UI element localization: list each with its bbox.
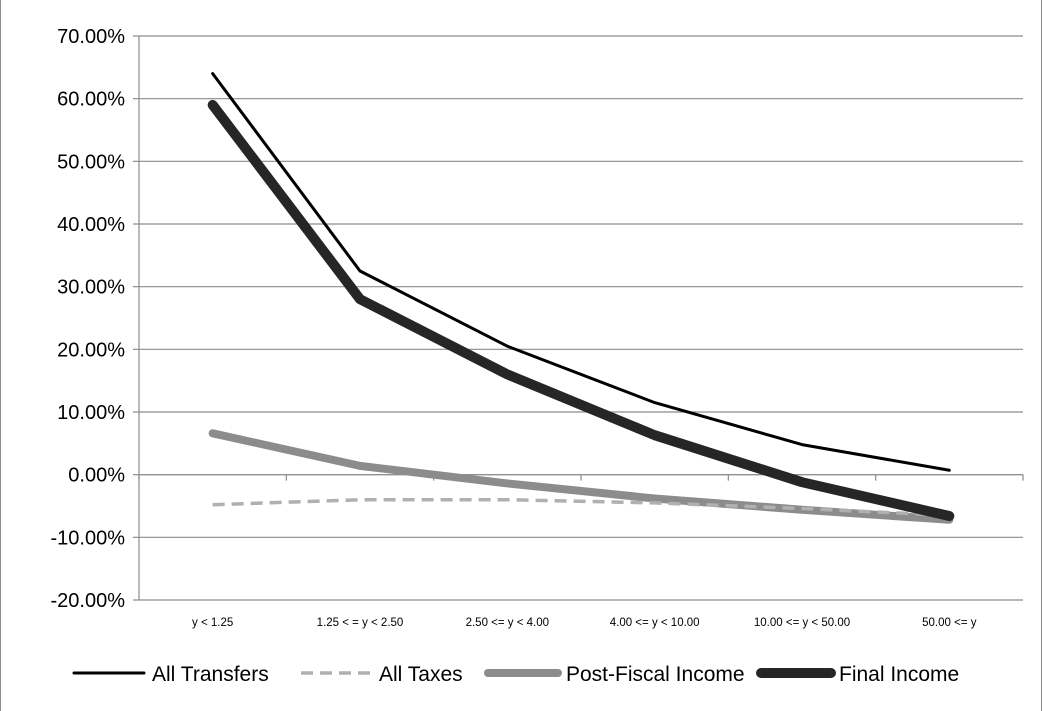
legend-label: Post-Fiscal Income	[566, 663, 745, 686]
legend: All Transfers All Taxes Post-Fiscal Income…	[72, 663, 959, 686]
series-lines	[207, 72, 955, 524]
y-tick-label: -20.00%	[51, 590, 126, 612]
x-tick-label: y < 1.25	[192, 617, 233, 629]
y-tick-label: 40.00%	[57, 214, 125, 236]
x-tick-label: 10.00 <= y < 50.00	[754, 617, 850, 629]
axes	[133, 35, 1024, 601]
x-tick-labels: y < 1.25 1.25 < = y < 2.50 2.50 <= y < 4.0…	[192, 617, 977, 629]
x-tick-label: 4.00 <= y < 10.00	[610, 617, 700, 629]
y-tick-label: 10.00%	[57, 402, 125, 424]
y-tick-label: 20.00%	[57, 339, 125, 361]
series-line-post-fiscal-income	[208, 429, 954, 524]
y-tick-label: 60.00%	[57, 89, 125, 111]
y-tick-label: 50.00%	[57, 151, 125, 173]
series-line-final-income	[207, 99, 955, 522]
series-line-all-transfers	[211, 72, 951, 472]
x-tick-label: 1.25 < = y < 2.50	[317, 617, 404, 629]
legend-label: All Taxes	[379, 663, 463, 686]
x-tick-label: 50.00 <= y	[922, 617, 977, 629]
y-tick-label: 30.00%	[57, 277, 125, 299]
legend-label: All Transfers	[152, 663, 269, 686]
y-tick-labels: -20.00% -10.00% 0.00% 10.00% 20.00% 30.00% 40.…	[51, 26, 126, 612]
x-tick-label: 2.50 <= y < 4.00	[466, 617, 549, 629]
y-tick-label: 70.00%	[57, 26, 125, 48]
legend-label: Final Income	[839, 663, 959, 686]
y-tick-label: 0.00%	[68, 465, 125, 487]
y-tick-label: -10.00%	[51, 527, 126, 549]
series-line-all-taxes	[212, 497, 950, 518]
